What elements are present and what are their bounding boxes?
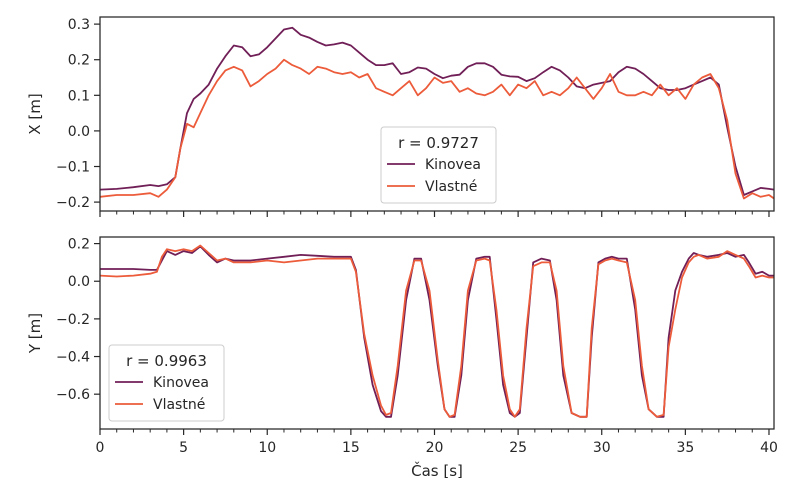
y-tick-label: −0.2 — [56, 312, 90, 328]
y-axis-label: Y [m] — [26, 313, 44, 354]
x-tick-label: 20 — [426, 440, 444, 456]
y-tick-label: −0.6 — [56, 387, 90, 403]
axes-frame — [99, 236, 775, 430]
y-tick-label: 0.0 — [68, 124, 90, 140]
x-tick-label: 5 — [179, 440, 188, 456]
legend-label: Vlastné — [425, 179, 477, 195]
x-position-panel: −0.2 −0.1 0.0 0.1 0.2 0.3 X [m] r = 0.9727 Kinov… — [26, 16, 775, 217]
legend-title: r = 0.9727 — [398, 134, 479, 152]
legend: r = 0.9727 Kinovea Vlastné — [380, 126, 497, 204]
plot-area — [100, 244, 774, 418]
y-tick-label: 0.1 — [68, 88, 90, 104]
y-tick-label: −0.4 — [56, 350, 90, 366]
series-line-vlastné — [100, 58, 774, 200]
y-tick-label: 0.2 — [68, 237, 90, 253]
x-tick-label: 35 — [676, 440, 694, 456]
axes-frame — [99, 16, 775, 212]
legend-label: Kinovea — [425, 157, 481, 173]
y-position-panel: −0.6 −0.4 −0.2 0.0 0.2 0 5 10 15 20 25 30 35 40 Y [m] Č… — [26, 236, 778, 480]
y-tick-label: 0.3 — [68, 17, 90, 33]
x-tick-label: 25 — [509, 440, 527, 456]
x-tick-label: 30 — [593, 440, 611, 456]
y-tick-label: −0.2 — [56, 195, 90, 211]
legend-box — [108, 344, 225, 422]
x-tick-label: 10 — [258, 440, 276, 456]
x-tick-label: 40 — [760, 440, 778, 456]
x-axis-label: Čas [s] — [411, 461, 463, 480]
y-tick-label: −0.1 — [56, 160, 90, 176]
y-axis-label: X [m] — [26, 93, 44, 134]
series-line-kinovea — [100, 26, 774, 196]
legend-title: r = 0.9963 — [126, 352, 207, 370]
x-tick-label: 15 — [342, 440, 360, 456]
x-tick-label: 0 — [96, 440, 105, 456]
legend-label: Vlastné — [153, 397, 205, 413]
y-tick-label: 0.0 — [68, 274, 90, 290]
plot-area — [100, 26, 774, 200]
legend-box — [380, 126, 497, 204]
legend: r = 0.9963 Kinovea Vlastné — [108, 344, 225, 422]
legend-label: Kinovea — [153, 375, 209, 391]
y-tick-label: 0.2 — [68, 53, 90, 69]
